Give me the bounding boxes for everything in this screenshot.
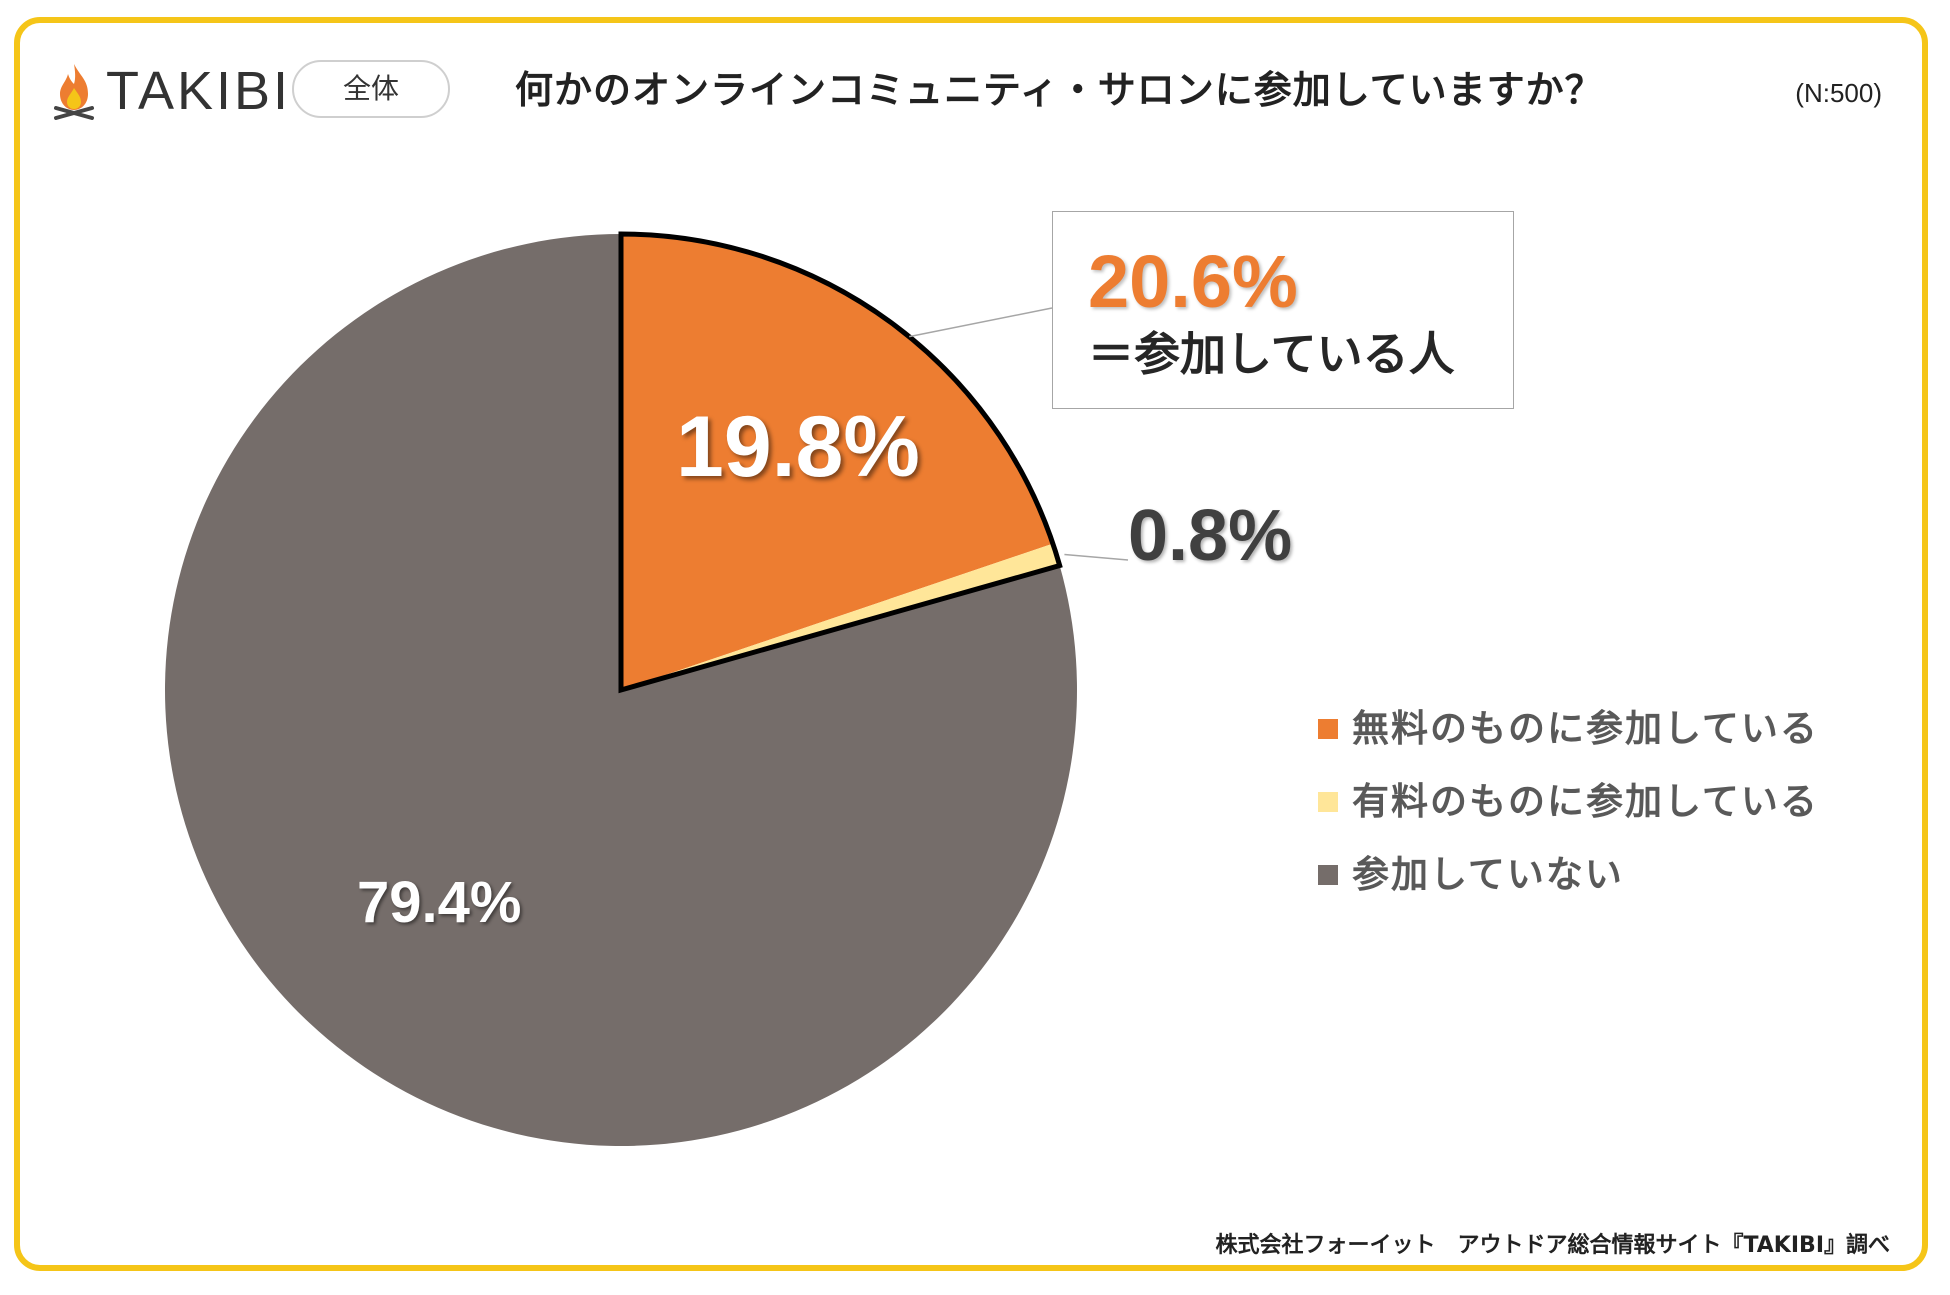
pie-slice-paid <box>621 543 1060 690</box>
legend-swatch <box>1318 718 1338 739</box>
data-label-none: 79.4% <box>357 870 522 935</box>
legend-item-paid: 有料のものに参加している <box>1318 765 1819 838</box>
participating-outline <box>618 231 1063 694</box>
callout-leader-line <box>909 307 1053 338</box>
legend-label: 無料のものに参加している <box>1352 706 1819 750</box>
legend-swatch <box>1318 791 1338 812</box>
legend-item-free: 無料のものに参加している <box>1318 692 1819 765</box>
chart-title: 何かのオンラインコミュニティ・サロンに参加していますか？ <box>515 68 1604 112</box>
campfire-icon <box>54 64 94 120</box>
data-label-free: 19.8% <box>676 399 920 495</box>
paid-label-leader-line <box>1064 553 1129 561</box>
legend-item-none: 参加していない <box>1318 838 1819 911</box>
brand-name: TAKIBI <box>106 61 292 121</box>
legend: 無料のものに参加している 有料のものに参加している 参加していない <box>1318 692 1819 911</box>
segment-badge: 全体 <box>292 60 450 118</box>
callout-text: ＝参加している人 <box>1088 327 1455 381</box>
sample-size: (N:500) <box>1795 78 1882 108</box>
legend-swatch <box>1318 864 1338 885</box>
callout-value: 20.6% <box>1088 240 1298 323</box>
data-label-paid: 0.8% <box>1128 496 1293 576</box>
legend-label: 有料のものに参加している <box>1352 779 1819 823</box>
source-credit: 株式会社フォーイット アウトドア総合情報サイト『TAKIBI』調べ <box>1215 1233 1890 1258</box>
legend-label: 参加していない <box>1352 852 1624 896</box>
callout-box: 20.6% ＝参加している人 <box>1052 211 1514 409</box>
pie-slice-free <box>621 234 1053 690</box>
